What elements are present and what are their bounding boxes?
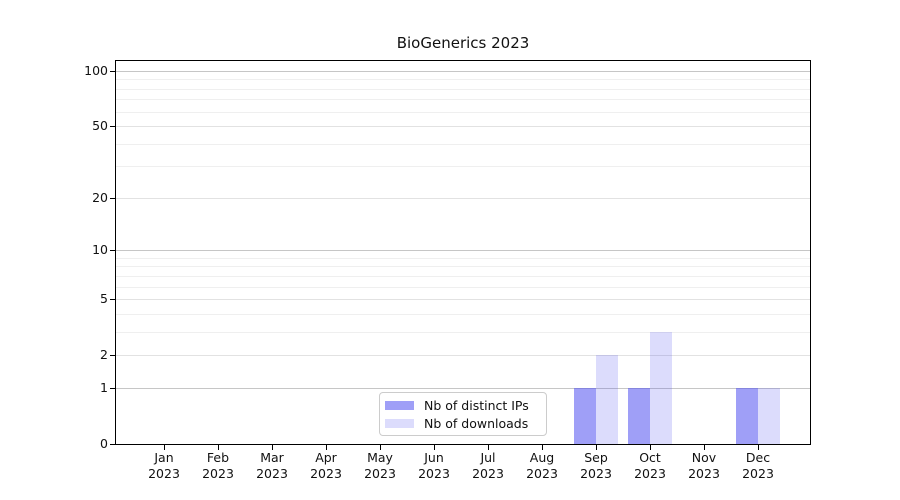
legend-label-nb-of-downloads: Nb of downloads — [424, 415, 529, 431]
x-tick-mark — [272, 445, 273, 450]
x-tick-label: Apr 2023 — [310, 450, 342, 481]
y-tick-label: 5 — [100, 291, 108, 307]
gridline-minor — [116, 166, 810, 168]
gridline-minor — [116, 257, 810, 259]
gridline-minor — [116, 275, 810, 277]
y-tick-label: 2 — [100, 347, 108, 363]
x-tick-label: Jan 2023 — [148, 450, 180, 481]
x-tick-label: Mar 2023 — [256, 450, 288, 481]
gridline-major — [116, 197, 810, 199]
legend-swatch-nb-of-distinct-ips — [385, 400, 414, 410]
chart-title: BioGenerics 2023 — [396, 34, 530, 52]
y-tick-label: 1 — [100, 379, 108, 395]
y-tick-mark — [110, 126, 115, 127]
y-tick-mark — [110, 250, 115, 252]
gridline-minor — [116, 143, 810, 145]
x-tick-label: Jul 2023 — [472, 450, 504, 481]
gridline-major — [116, 126, 810, 127]
gridline-major — [116, 299, 810, 301]
y-tick-label: 10 — [92, 242, 108, 258]
gridline-minor — [116, 266, 810, 268]
x-tick-mark — [326, 445, 327, 450]
y-tick-mark — [110, 299, 115, 301]
bar-nb-of-downloads-oct-2023 — [650, 331, 672, 444]
gridline-minor — [116, 79, 810, 81]
legend-row: Nb of distinct IPs — [385, 398, 540, 413]
y-tick-mark — [110, 355, 115, 357]
y-tick-label: 100 — [84, 62, 108, 78]
bar-nb-of-distinct-ips-dec-2023 — [736, 387, 758, 444]
gridline-major — [116, 250, 810, 252]
gridline-minor — [116, 99, 810, 101]
gridline-minor — [116, 331, 810, 333]
gridline-major — [116, 70, 810, 72]
gridline-major — [116, 387, 810, 389]
x-tick-mark — [380, 445, 381, 450]
x-tick-mark — [704, 445, 705, 450]
legend-row: Nb of downloads — [385, 416, 540, 431]
y-tick-mark — [110, 197, 115, 199]
x-tick-mark — [542, 445, 543, 450]
x-tick-label: Sep 2023 — [580, 450, 612, 481]
y-tick-label: 50 — [92, 118, 108, 133]
gridline-minor — [116, 111, 810, 113]
x-tick-label: Jun 2023 — [418, 450, 450, 481]
gridline-minor — [116, 313, 810, 315]
gridline-minor — [116, 88, 810, 90]
x-tick-mark — [758, 445, 759, 450]
gridline-minor — [116, 286, 810, 288]
x-tick-label: Nov 2023 — [688, 450, 720, 481]
y-tick-mark — [110, 70, 115, 72]
y-tick-label: 0 — [100, 436, 108, 451]
x-tick-label: Oct 2023 — [634, 450, 666, 481]
x-tick-mark — [650, 445, 651, 450]
y-tick-label: 20 — [92, 189, 108, 205]
legend-label-nb-of-distinct-ips: Nb of distinct IPs — [424, 397, 529, 413]
x-tick-mark — [218, 445, 219, 450]
x-tick-label: Feb 2023 — [202, 450, 234, 481]
bar-nb-of-distinct-ips-oct-2023 — [628, 387, 650, 444]
y-tick-mark — [110, 387, 115, 389]
x-tick-mark — [488, 445, 489, 450]
x-tick-mark — [164, 445, 165, 450]
gridline-major — [116, 355, 810, 357]
x-tick-mark — [596, 445, 597, 450]
bar-nb-of-downloads-sep-2023 — [596, 355, 618, 444]
bar-nb-of-distinct-ips-sep-2023 — [574, 387, 596, 444]
legend: Nb of distinct IPs Nb of downloads — [379, 392, 547, 436]
legend-swatch-nb-of-downloads — [385, 418, 414, 428]
x-tick-label: May 2023 — [364, 450, 396, 481]
y-tick-mark — [110, 443, 115, 445]
plot-area — [115, 60, 811, 445]
x-tick-label: Aug 2023 — [526, 450, 558, 481]
x-tick-mark — [434, 445, 435, 450]
x-tick-label: Dec 2023 — [742, 450, 774, 481]
bar-nb-of-downloads-dec-2023 — [758, 387, 780, 444]
